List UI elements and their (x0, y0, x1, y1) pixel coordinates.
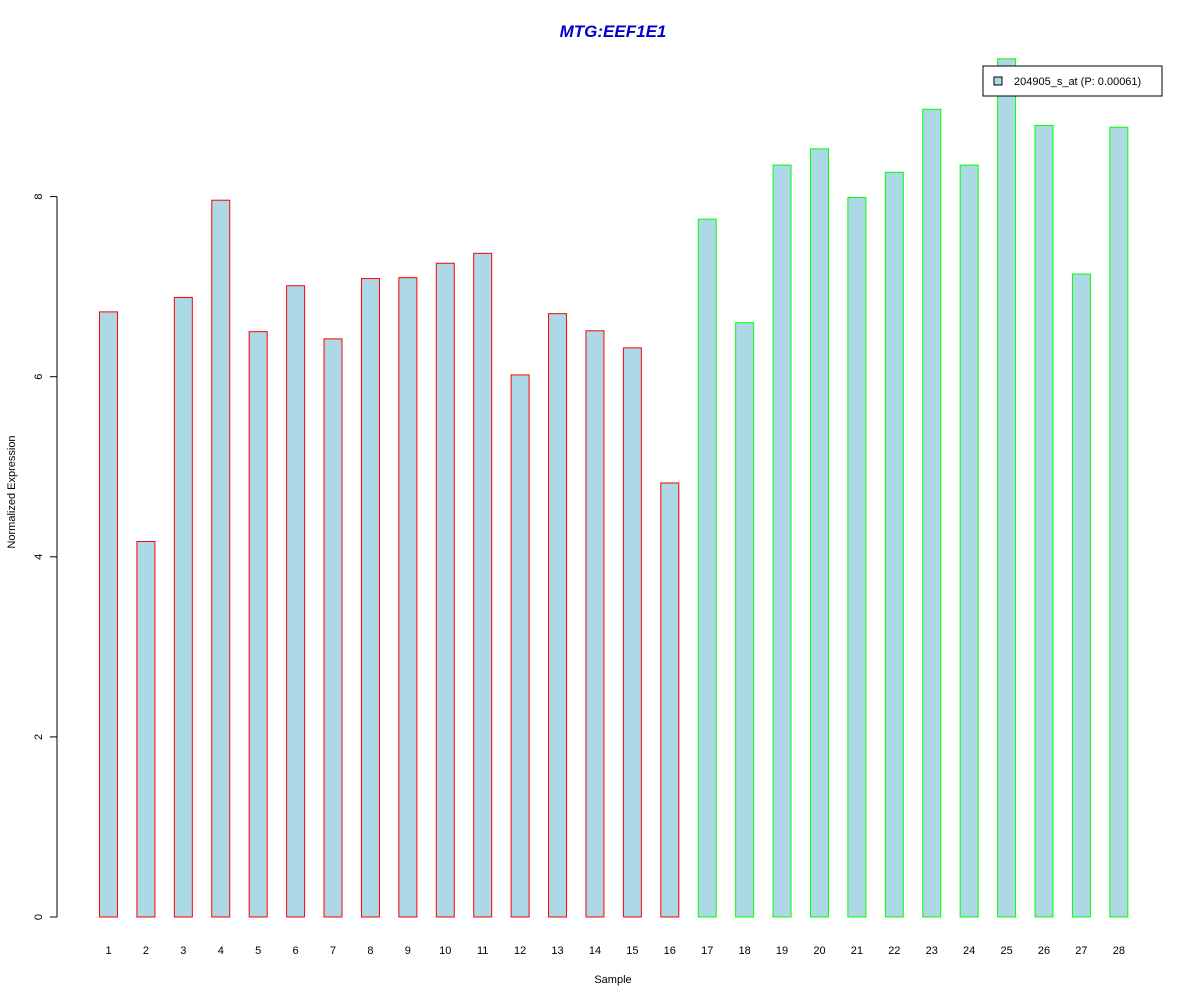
chart-title: MTG:EEF1E1 (560, 22, 667, 41)
x-tick-label: 18 (739, 945, 751, 957)
x-tick-label: 16 (664, 945, 676, 957)
legend-box (982, 65, 1163, 97)
bar (510, 374, 530, 918)
y-tick-label: 0 (33, 914, 45, 920)
bar (173, 296, 193, 918)
bar (809, 148, 829, 918)
x-tick-label: 21 (851, 945, 863, 957)
x-tick-label: 1 (105, 945, 111, 957)
legend: 204905_s_at (P: 0.00061) (982, 65, 1163, 97)
bar (473, 252, 493, 918)
bar (248, 331, 268, 918)
bar (959, 164, 979, 918)
bar (772, 164, 792, 918)
x-tick-label: 8 (367, 945, 373, 957)
legend-label: 204905_s_at (P: 0.00061) (1014, 76, 1141, 88)
legend-swatch (993, 76, 1003, 86)
x-tick-label: 25 (1000, 945, 1012, 957)
bar (922, 108, 942, 918)
bars (99, 58, 1129, 918)
y-tick-label: 8 (33, 194, 45, 200)
x-tick-label: 14 (589, 945, 601, 957)
x-tick-label: 13 (551, 945, 563, 957)
x-tick-label: 5 (255, 945, 261, 957)
y-tick-label: 2 (33, 734, 45, 740)
x-axis-label: Sample (594, 974, 631, 986)
bar (1034, 124, 1054, 918)
bar (211, 199, 231, 918)
bar (360, 278, 380, 918)
x-tick-label: 20 (813, 945, 825, 957)
x-tick-label: 7 (330, 945, 336, 957)
x-tick-label: 3 (180, 945, 186, 957)
bar (323, 338, 343, 918)
bar (847, 197, 867, 918)
bar (548, 313, 568, 918)
x-tick-label: 23 (926, 945, 938, 957)
x-tick-label: 15 (626, 945, 638, 957)
x-tick-label: 19 (776, 945, 788, 957)
bar (398, 277, 418, 918)
x-tick-label: 10 (439, 945, 451, 957)
bar (286, 285, 306, 918)
y-axis-label: Normalized Expression (6, 435, 18, 548)
bar (585, 330, 605, 918)
bar (1109, 126, 1129, 918)
x-tick-label: 12 (514, 945, 526, 957)
bar (997, 58, 1017, 918)
bar (99, 311, 118, 918)
bar (884, 171, 904, 918)
x-tick-label: 2 (143, 945, 149, 957)
y-tick-label: 4 (33, 554, 45, 560)
x-tick-labels: 1 2 3 4 5 6 7 8 9 10 11 12 13 14 15 16 17 18 19 20 21 22 23 24 2… (105, 945, 1125, 957)
x-tick-label: 27 (1075, 945, 1087, 957)
x-tick-label: 22 (888, 945, 900, 957)
bar (735, 322, 755, 918)
x-tick-label: 24 (963, 945, 975, 957)
bar (136, 540, 156, 918)
x-tick-label: 6 (293, 945, 299, 957)
x-tick-label: 17 (701, 945, 713, 957)
x-tick-label: 11 (477, 945, 488, 957)
bar (697, 218, 717, 918)
y-tick-label: 6 (33, 374, 45, 380)
x-tick-label: 4 (218, 945, 224, 957)
x-tick-label: 9 (405, 945, 411, 957)
x-tick-label: 26 (1038, 945, 1050, 957)
bar (622, 347, 642, 918)
x-tick-label: 28 (1113, 945, 1125, 957)
bar (660, 482, 680, 918)
y-axis: 0 2 4 6 8 (33, 194, 58, 920)
bar (1071, 273, 1091, 918)
bar (435, 262, 455, 918)
